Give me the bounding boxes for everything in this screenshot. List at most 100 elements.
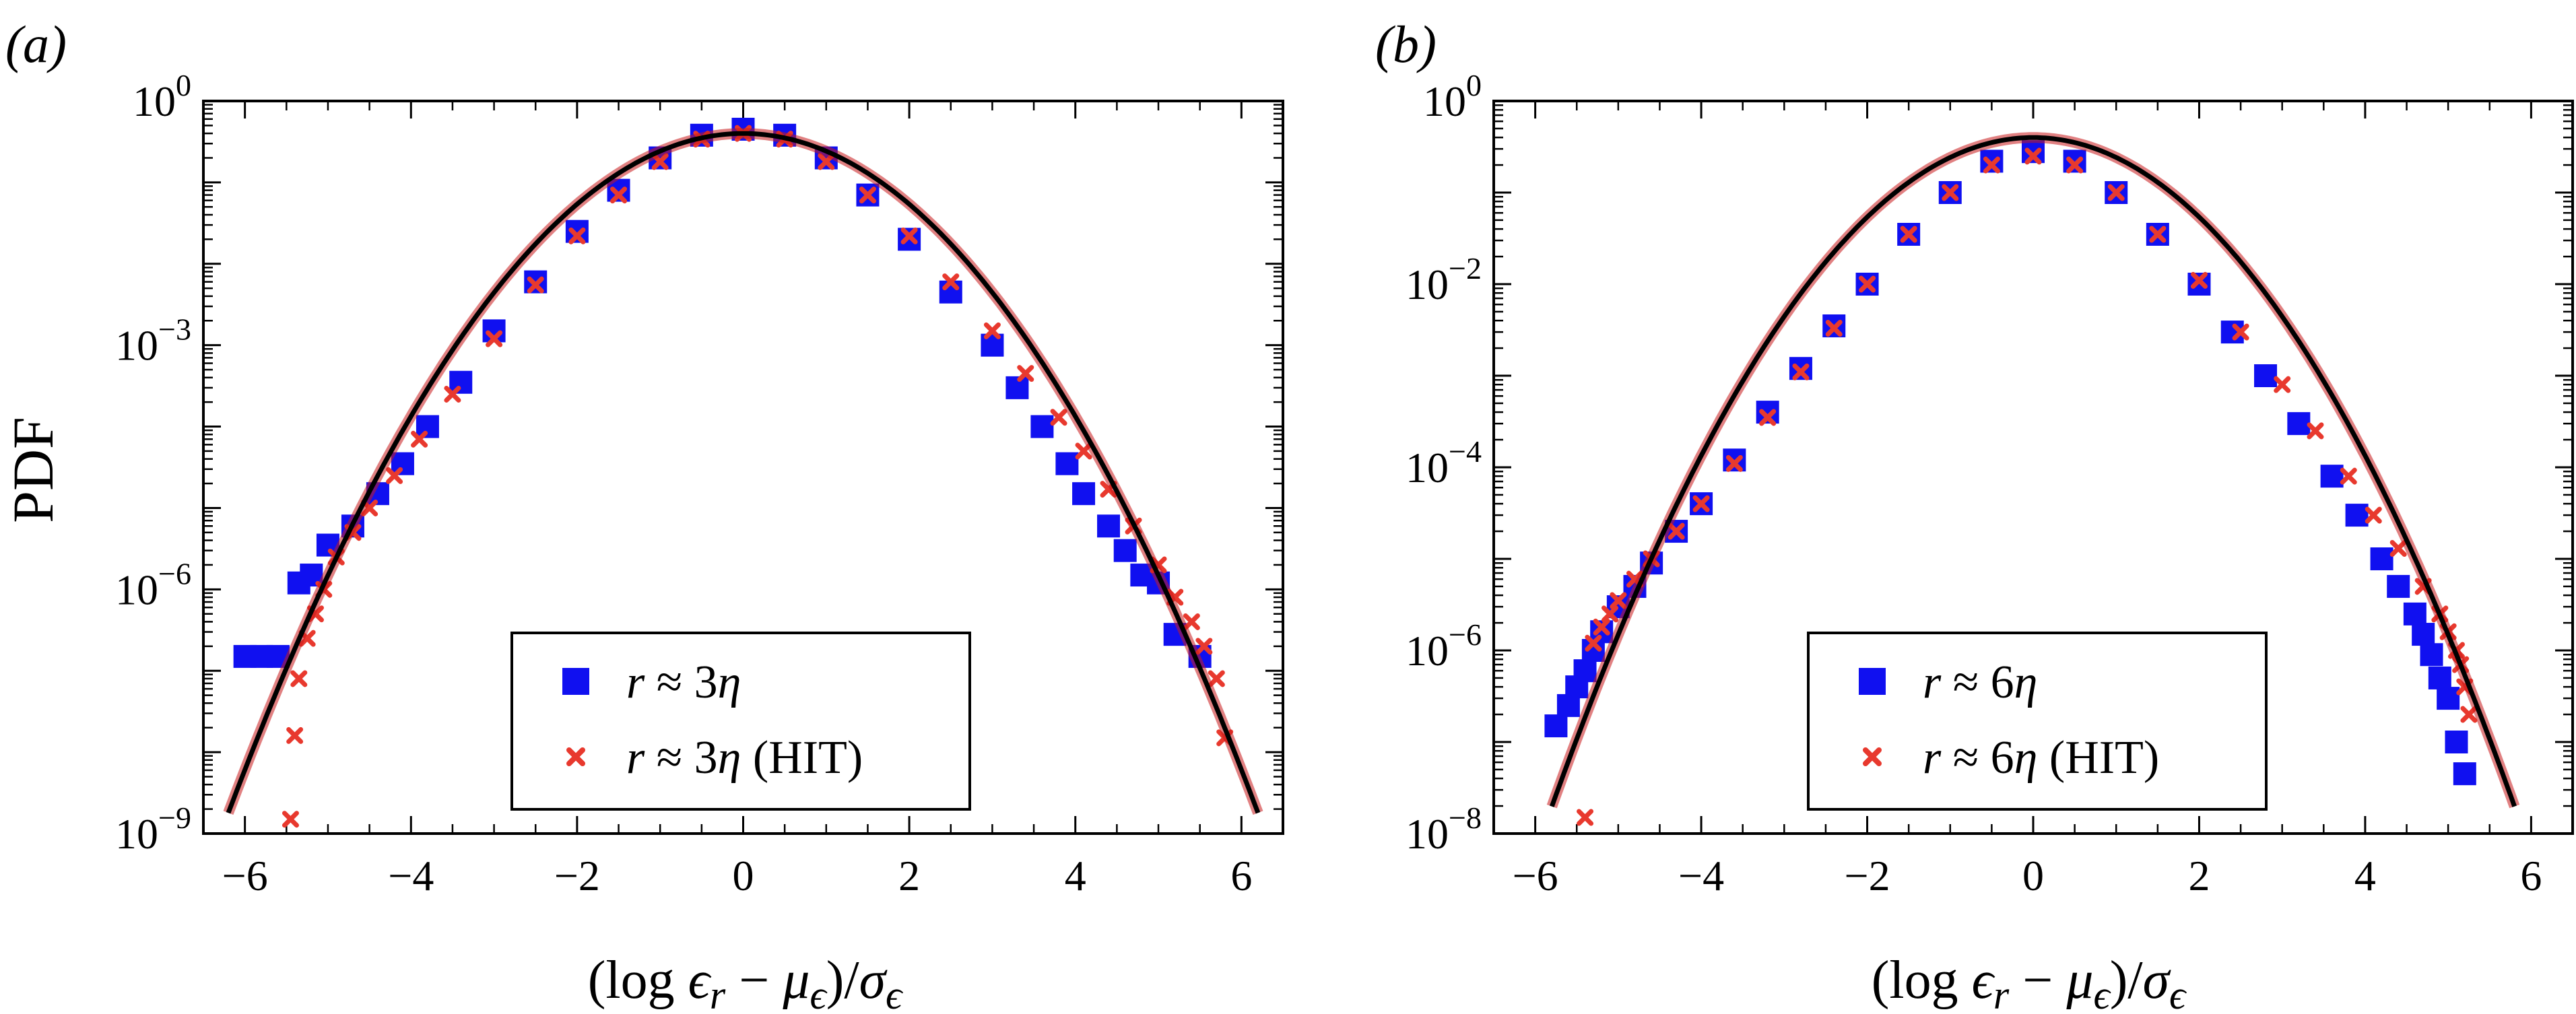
- data-point-x: [527, 276, 544, 294]
- data-point-x: [1725, 454, 1743, 472]
- data-point-x: [1195, 638, 1213, 655]
- data-point-x: [290, 670, 308, 687]
- x-tick-label: 2: [898, 852, 920, 900]
- panel-label-a: (a): [5, 15, 67, 73]
- x-axis-label-b: (log ϵr − μϵ)/σϵ: [1872, 951, 2187, 1014]
- x-tick-label: 6: [2520, 852, 2542, 900]
- data-point-square: [2370, 547, 2393, 570]
- data-point-x: [1759, 409, 1777, 426]
- data-point-x: [2149, 226, 2167, 243]
- data-point-x: [1859, 275, 1876, 293]
- gaussian-fit-curve: [1550, 135, 2517, 807]
- data-point-x: [2389, 540, 2407, 557]
- legend-a: r ≈ 3η r ≈ 3η (HIT): [510, 632, 971, 811]
- data-point-x: [386, 467, 403, 484]
- data-point-square: [391, 452, 414, 475]
- legend-label: r ≈ 3η (HIT): [626, 732, 863, 784]
- data-point-square: [2320, 465, 2344, 488]
- data-point-square: [2345, 504, 2369, 527]
- data-point-x: [2232, 323, 2249, 341]
- data-point-x: [1667, 522, 1685, 540]
- y-tick-label: 100: [1423, 68, 1482, 125]
- legend-b: r ≈ 6η r ≈ 6η (HIT): [1807, 632, 2268, 811]
- data-point-square: [2453, 762, 2476, 786]
- data-point-x: [942, 273, 960, 291]
- data-point-x: [2274, 376, 2291, 393]
- panel-label-b: (b): [1375, 15, 1436, 73]
- data-point-x: [2340, 467, 2357, 485]
- plot-area-b: −6 −4 −2 0 2 4 6 10−8 10−6 10−4 10−2 100: [1406, 68, 2574, 900]
- data-point-square: [2437, 687, 2460, 710]
- x-tick-label: −2: [554, 852, 600, 900]
- data-point-square: [1980, 149, 2004, 173]
- data-point-x: [1183, 613, 1200, 630]
- y-tick-label: 100: [133, 68, 191, 125]
- data-point-x: [1208, 670, 1225, 687]
- data-point-square: [2387, 574, 2410, 598]
- data-point-square: [898, 228, 921, 251]
- data-point-x: [1601, 605, 1619, 623]
- data-point-square: [1789, 357, 1812, 380]
- legend-label: r ≈ 6η (HIT): [1923, 732, 2159, 784]
- x-tick-label: −6: [1513, 852, 1558, 900]
- data-point-x: [282, 811, 299, 828]
- x-tick-label: −6: [222, 852, 268, 900]
- data-point-x: [2024, 147, 2042, 165]
- data-point-square: [2254, 364, 2278, 387]
- data-point-x: [1983, 156, 2000, 174]
- data-point-x: [2365, 506, 2382, 524]
- data-point-x: [568, 227, 586, 244]
- x-tick-label: 6: [1230, 852, 1252, 900]
- data-point-square: [2428, 666, 2451, 689]
- data-point-square: [2420, 643, 2443, 667]
- data-point-x: [1585, 634, 1602, 652]
- legend-box: [510, 632, 971, 811]
- gaussian-fit-curve: [226, 131, 1261, 814]
- y-tick-label: 10−9: [115, 801, 191, 858]
- data-point-square: [565, 219, 589, 243]
- data-point-square: [2445, 731, 2468, 753]
- x-tick-label: 0: [2022, 852, 2044, 900]
- data-point-x: [1610, 592, 1627, 609]
- legend-marker-square: [1859, 668, 1886, 695]
- series-r ≈ 6η (HIT): [1577, 147, 2478, 826]
- data-point-square: [449, 370, 473, 394]
- legend-label: r ≈ 3η: [626, 656, 741, 708]
- data-point-x: [2066, 156, 2084, 174]
- data-point-x: [859, 187, 876, 204]
- x-tick-label: −2: [1844, 852, 1890, 900]
- data-point-x: [2307, 422, 2324, 440]
- data-point-x: [983, 322, 1001, 339]
- data-point-x: [1593, 618, 1610, 636]
- y-tick-label: 10−2: [1406, 251, 1482, 308]
- data-point-square: [1097, 514, 1121, 538]
- plot-area-a: −6 −4 −2 0 2 4 6 10−9 10−6 10−3 100: [115, 68, 1284, 900]
- data-point-x: [1942, 184, 1959, 201]
- data-point-square: [1055, 452, 1079, 475]
- data-point-x: [486, 330, 503, 347]
- data-point-square: [2403, 602, 2426, 626]
- data-point-x: [2190, 271, 2208, 289]
- y-axis-label: PDF: [1, 417, 65, 523]
- data-point-x: [1692, 495, 1710, 512]
- x-tick-label: −4: [388, 852, 434, 900]
- data-point-x: [444, 385, 461, 403]
- data-point-square: [2287, 412, 2311, 436]
- data-point-square: [1113, 539, 1137, 562]
- data-point-x: [1792, 363, 1810, 380]
- x-axis-label-a: (log ϵr − μϵ)/σϵ: [588, 951, 904, 1014]
- data-point-x: [1825, 319, 1843, 337]
- x-tick-label: 4: [2354, 852, 2376, 900]
- x-tick-label: 0: [733, 852, 754, 900]
- data-point-square: [1544, 714, 1568, 738]
- legend-marker-x: [1863, 747, 1882, 766]
- legend-marker-x: [566, 747, 585, 766]
- data-point-x: [900, 227, 918, 244]
- legend-box: [1807, 632, 2268, 811]
- data-point-x: [1900, 226, 1917, 243]
- x-tick-label: 4: [1065, 852, 1086, 900]
- data-point-square: [2187, 273, 2211, 296]
- y-tick-label: 10−8: [1406, 801, 1482, 858]
